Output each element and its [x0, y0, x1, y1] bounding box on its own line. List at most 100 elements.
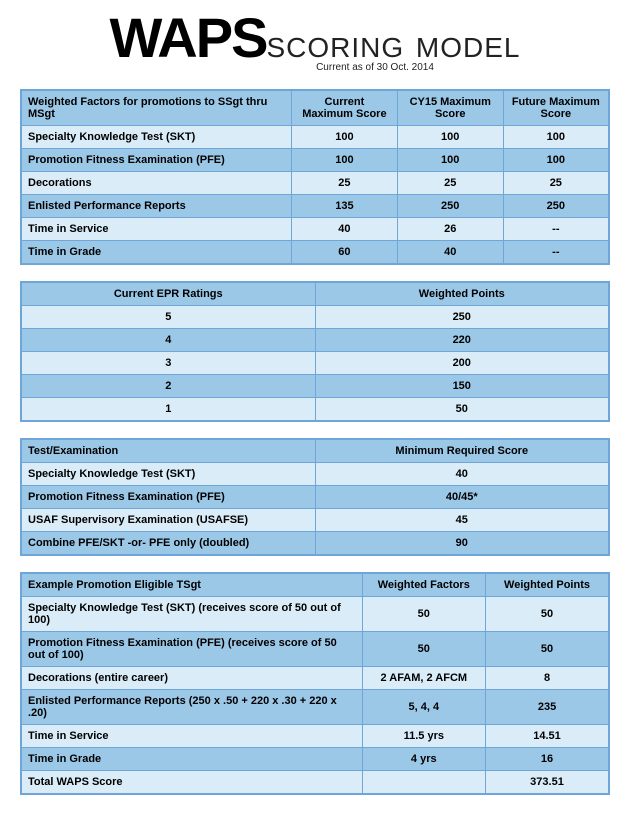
- cell: 100: [291, 126, 397, 149]
- table-row: Time in Service11.5 yrs14.51: [21, 725, 609, 748]
- cell: 60: [291, 241, 397, 265]
- cell: 11.5 yrs: [362, 725, 485, 748]
- title-block: WAPSSCORING MODEL Current as of 30 Oct. …: [20, 10, 610, 73]
- cell: 250: [503, 195, 609, 218]
- cell: 14.51: [486, 725, 609, 748]
- cell: Decorations (entire career): [21, 667, 362, 690]
- cell: 2 AFAM, 2 AFCM: [362, 667, 485, 690]
- table-row: Specialty Knowledge Test (SKT)100100100: [21, 126, 609, 149]
- t2-body: 5250422032002150150: [21, 306, 609, 422]
- table-row: Specialty Knowledge Test (SKT) (receives…: [21, 597, 609, 632]
- cell: Enlisted Performance Reports: [21, 195, 291, 218]
- cell: 25: [397, 172, 503, 195]
- cell: --: [503, 241, 609, 265]
- table-row: Time in Grade6040--: [21, 241, 609, 265]
- table-row: 4220: [21, 329, 609, 352]
- table-row: Specialty Knowledge Test (SKT)40: [21, 463, 609, 486]
- cell: 4 yrs: [362, 748, 485, 771]
- table-row: Combine PFE/SKT -or- PFE only (doubled)9…: [21, 532, 609, 556]
- table-row: Promotion Fitness Examination (PFE) (rec…: [21, 632, 609, 667]
- cell: 100: [503, 149, 609, 172]
- cell: 2: [21, 375, 315, 398]
- cell: 26: [397, 218, 503, 241]
- table-row: Decorations (entire career)2 AFAM, 2 AFC…: [21, 667, 609, 690]
- table-row: Total WAPS Score373.51: [21, 771, 609, 795]
- cell: 25: [503, 172, 609, 195]
- t3-h1: Minimum Required Score: [315, 439, 609, 463]
- cell: Specialty Knowledge Test (SKT): [21, 126, 291, 149]
- table-row: Enlisted Performance Reports135250250: [21, 195, 609, 218]
- t1-h3: Future Maximum Score: [503, 90, 609, 126]
- cell: Specialty Knowledge Test (SKT): [21, 463, 315, 486]
- t4-h1: Weighted Factors: [362, 573, 485, 597]
- t1-h1: Current Maximum Score: [291, 90, 397, 126]
- table-row: 3200: [21, 352, 609, 375]
- table-row: Time in Service4026--: [21, 218, 609, 241]
- title-sub: SCORING MODEL: [266, 32, 520, 63]
- cell: 40: [291, 218, 397, 241]
- cell: 16: [486, 748, 609, 771]
- table-row: Decorations252525: [21, 172, 609, 195]
- cell: 90: [315, 532, 609, 556]
- cell: 5: [21, 306, 315, 329]
- cell: 4: [21, 329, 315, 352]
- cell: 5, 4, 4: [362, 690, 485, 725]
- cell: 3: [21, 352, 315, 375]
- cell: 8: [486, 667, 609, 690]
- cell: 50: [315, 398, 609, 422]
- cell: 100: [397, 149, 503, 172]
- cell: 235: [486, 690, 609, 725]
- table-row: 5250: [21, 306, 609, 329]
- cell: --: [503, 218, 609, 241]
- t3-body: Specialty Knowledge Test (SKT)40Promotio…: [21, 463, 609, 556]
- cell: Promotion Fitness Examination (PFE): [21, 486, 315, 509]
- cell: Combine PFE/SKT -or- PFE only (doubled): [21, 532, 315, 556]
- cell: Decorations: [21, 172, 291, 195]
- cell: 150: [315, 375, 609, 398]
- t1-body: Specialty Knowledge Test (SKT)100100100P…: [21, 126, 609, 265]
- t3-h0: Test/Examination: [21, 439, 315, 463]
- cell: 135: [291, 195, 397, 218]
- cell: 250: [397, 195, 503, 218]
- cell: 100: [291, 149, 397, 172]
- cell: 25: [291, 172, 397, 195]
- cell: Promotion Fitness Examination (PFE) (rec…: [21, 632, 362, 667]
- cell: 100: [503, 126, 609, 149]
- t4-h2: Weighted Points: [486, 573, 609, 597]
- t1-h2: CY15 Maximum Score: [397, 90, 503, 126]
- cell: Enlisted Performance Reports (250 x .50 …: [21, 690, 362, 725]
- cell: 200: [315, 352, 609, 375]
- table-row: Promotion Fitness Examination (PFE)10010…: [21, 149, 609, 172]
- table-row: Promotion Fitness Examination (PFE)40/45…: [21, 486, 609, 509]
- table-row: USAF Supervisory Examination (USAFSE)45: [21, 509, 609, 532]
- test-examination-table: Test/Examination Minimum Required Score …: [20, 438, 610, 556]
- cell: Time in Grade: [21, 241, 291, 265]
- cell: 50: [362, 632, 485, 667]
- cell: 40/45*: [315, 486, 609, 509]
- cell: USAF Supervisory Examination (USAFSE): [21, 509, 315, 532]
- title-main: WAPS: [110, 6, 267, 69]
- table-row: Time in Grade4 yrs16: [21, 748, 609, 771]
- epr-ratings-table: Current EPR Ratings Weighted Points 5250…: [20, 281, 610, 422]
- page: WAPSSCORING MODEL Current as of 30 Oct. …: [0, 0, 630, 831]
- table-row: 2150: [21, 375, 609, 398]
- example-tsgt-table: Example Promotion Eligible TSgt Weighted…: [20, 572, 610, 795]
- cell: 250: [315, 306, 609, 329]
- cell: 373.51: [486, 771, 609, 795]
- cell: 50: [486, 597, 609, 632]
- cell: [362, 771, 485, 795]
- cell: Time in Grade: [21, 748, 362, 771]
- cell: 40: [315, 463, 609, 486]
- weighted-factors-table: Weighted Factors for promotions to SSgt …: [20, 89, 610, 265]
- t4-h0: Example Promotion Eligible TSgt: [21, 573, 362, 597]
- cell: Time in Service: [21, 725, 362, 748]
- t1-h0: Weighted Factors for promotions to SSgt …: [21, 90, 291, 126]
- cell: Promotion Fitness Examination (PFE): [21, 149, 291, 172]
- t2-h0: Current EPR Ratings: [21, 282, 315, 306]
- cell: Specialty Knowledge Test (SKT) (receives…: [21, 597, 362, 632]
- cell: Time in Service: [21, 218, 291, 241]
- table-row: 150: [21, 398, 609, 422]
- cell: 45: [315, 509, 609, 532]
- cell: 50: [362, 597, 485, 632]
- cell: 100: [397, 126, 503, 149]
